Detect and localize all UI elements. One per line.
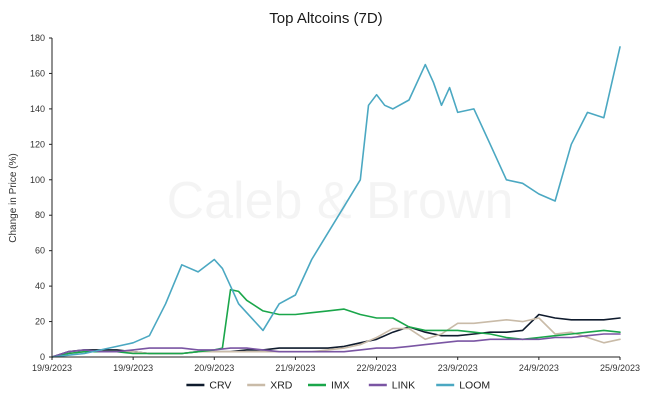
y-tick-label: 60 [35, 246, 45, 256]
x-tick-label: 24/9/2023 [519, 363, 559, 373]
legend-label: LOOM [459, 380, 490, 392]
x-tick-label: 23/9/2023 [438, 363, 478, 373]
watermark-text: Caleb & Brown [167, 172, 514, 230]
legend-item-xrd: XRD [247, 380, 293, 392]
x-tick-label: 22/9/2023 [357, 363, 397, 373]
legend-label: XRD [270, 380, 293, 392]
axes-layer: 0 20 40 60 80 100 120 140 160 180 19/9/2023 19/9/20… [30, 33, 640, 373]
y-tick-label: 120 [30, 139, 45, 149]
x-tick-label: 21/9/2023 [275, 363, 315, 373]
series-layer [51, 46, 621, 358]
legend: CRV XRD IMX LINK LOOM [186, 380, 490, 392]
y-tick-label: 20 [35, 317, 45, 327]
series-line-loom [51, 46, 621, 358]
y-axis-label: Change in Price (%) [8, 153, 19, 242]
series-line-crv [51, 313, 621, 358]
y-tick-label: 100 [30, 175, 45, 185]
y-tick-label: 40 [35, 281, 45, 291]
y-tick-label: 0 [40, 352, 45, 362]
x-tick-label: 19/9/2023 [32, 363, 72, 373]
legend-label: LINK [392, 380, 415, 392]
x-tick-label: 19/9/2023 [113, 363, 153, 373]
x-tick-label: 20/9/2023 [194, 363, 234, 373]
chart-title: Top Altcoins (7D) [269, 10, 382, 27]
x-tick-label: 25/9/2023 [600, 363, 640, 373]
y-tick-label: 160 [30, 68, 45, 78]
legend-item-imx: IMX [308, 380, 350, 392]
legend-label: IMX [331, 380, 350, 392]
legend-item-link: LINK [368, 380, 415, 392]
legend-item-loom: LOOM [436, 380, 490, 392]
y-tick-label: 140 [30, 104, 45, 114]
legend-label: CRV [209, 380, 231, 392]
legend-item-crv: CRV [186, 380, 231, 392]
series-line-link [51, 333, 621, 358]
y-tick-label: 80 [35, 210, 45, 220]
y-tick-label: 180 [30, 33, 45, 43]
